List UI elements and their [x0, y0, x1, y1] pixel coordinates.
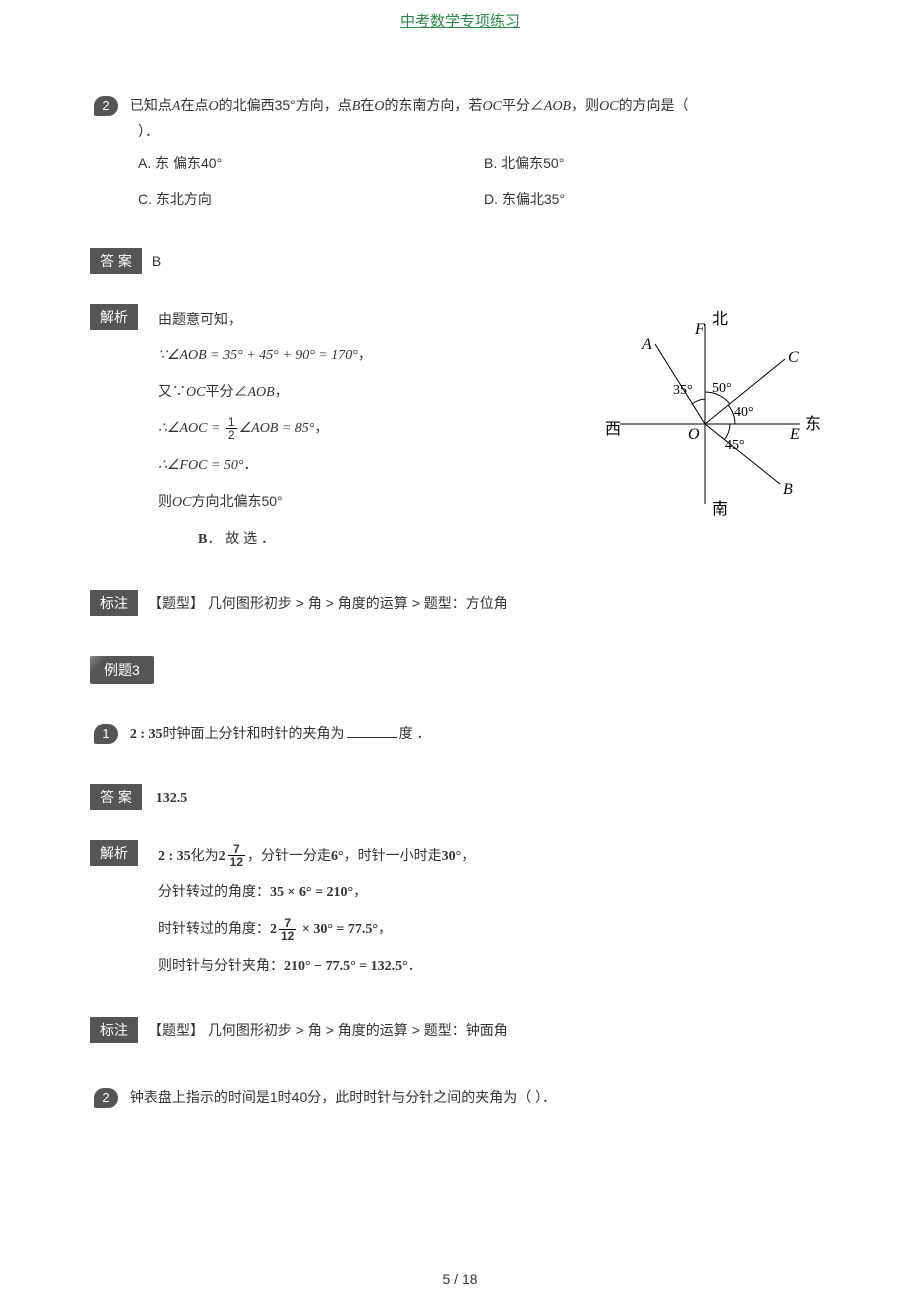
- answer-row-q3-1: 答 案 132.5: [90, 784, 830, 810]
- angle-45: 45°: [725, 438, 745, 453]
- analysis-row-q2: 解析 由题意可知， ∵∠AOB = 35° + 45° + 90° = 170°…: [90, 304, 830, 560]
- tag-row-q2: 标注【题型】 几何图形初步 > 角 > 角度的运算 > 题型：方位角: [90, 590, 830, 616]
- answer-value: B: [152, 253, 161, 269]
- question-3-1: 1 2 : 35时钟面上分针和时针的夹角为度 ．: [90, 719, 830, 749]
- analysis-label: 解析: [90, 840, 138, 866]
- question-text: 钟表盘上指示的时间是1时40分，此时时针与分针之间的夹角为（ ）．: [130, 1089, 556, 1105]
- question-text-line1: 已知点A在点O的北偏西35°方向，点B在O的东南方向，若OC平分∠AOB，则OC…: [130, 97, 689, 113]
- answer-label: 答 案: [90, 248, 142, 274]
- example-3-header: 例题3: [90, 656, 830, 684]
- tag-row-q3-1: 标注【题型】 几何图形初步 > 角 > 角度的运算 > 题型：钟面角: [90, 1017, 830, 1043]
- label-south: 南: [712, 500, 728, 518]
- answer-value: 132.5: [156, 791, 188, 806]
- label-F: F: [694, 321, 705, 338]
- question-text-line2: ）．: [90, 121, 830, 141]
- tag-text: 【题型】 几何图形初步 > 角 > 角度的运算 > 题型：钟面角: [148, 1022, 508, 1038]
- angle-40: 40°: [734, 405, 754, 420]
- label-north: 北: [712, 310, 728, 328]
- q3-1-post: 度 ．: [399, 725, 431, 741]
- label-O: O: [688, 426, 700, 443]
- label-east: 东: [805, 415, 821, 433]
- page-header-title: 中考数学专项练习: [90, 10, 830, 31]
- tag-label: 标注: [90, 1017, 138, 1043]
- answer-label: 答 案: [90, 784, 142, 810]
- analysis-text-q3-1: 2 : 35化为2712，分针一分走6°，时针一小时走30°， 分针转过的角度：…: [148, 840, 830, 987]
- tag-label: 标注: [90, 590, 138, 616]
- option-c: C. 东北方向: [138, 185, 484, 213]
- question-number-badge: 2: [94, 1088, 118, 1108]
- analysis-row-q3-1: 解析 2 : 35化为2712，分针一分走6°，时针一小时走30°， 分针转过的…: [90, 840, 830, 987]
- direction-diagram: 北 南 东 西 F A B C E O 35° 50° 40° 45°: [600, 304, 830, 524]
- angle-35: 35°: [673, 383, 693, 398]
- label-west: 西: [605, 421, 621, 438]
- answer-row-q2: 答 案B: [90, 248, 830, 274]
- analysis-text-q2: 由题意可知， ∵∠AOB = 35° + 45° + 90° = 170°， 又…: [148, 304, 580, 560]
- question-2: 2 已知点A在点O的北偏西35°方向，点B在O的东南方向，若OC平分∠AOB，则…: [90, 91, 830, 213]
- analysis-label: 解析: [90, 304, 138, 330]
- option-d: D. 东偏北35°: [484, 185, 830, 213]
- question-number-badge: 1: [94, 724, 118, 744]
- example-tag: 例题3: [90, 656, 154, 684]
- question-number-badge: 2: [94, 96, 118, 116]
- q3-1-pre: 2 : 35: [130, 727, 163, 742]
- fill-blank: [347, 737, 397, 738]
- option-b: B. 北偏东50°: [484, 149, 830, 177]
- label-B: B: [783, 481, 793, 498]
- angle-50: 50°: [712, 381, 732, 396]
- tag-text: 【题型】 几何图形初步 > 角 > 角度的运算 > 题型：方位角: [148, 595, 508, 611]
- question-3-2: 2 钟表盘上指示的时间是1时40分，此时时针与分针之间的夹角为（ ）．: [90, 1083, 830, 1111]
- label-C: C: [788, 349, 799, 366]
- option-a: A. 东 偏东40°: [138, 149, 484, 177]
- label-E: E: [789, 426, 800, 443]
- label-A: A: [641, 336, 652, 353]
- page-number: 5 / 18: [0, 1271, 920, 1287]
